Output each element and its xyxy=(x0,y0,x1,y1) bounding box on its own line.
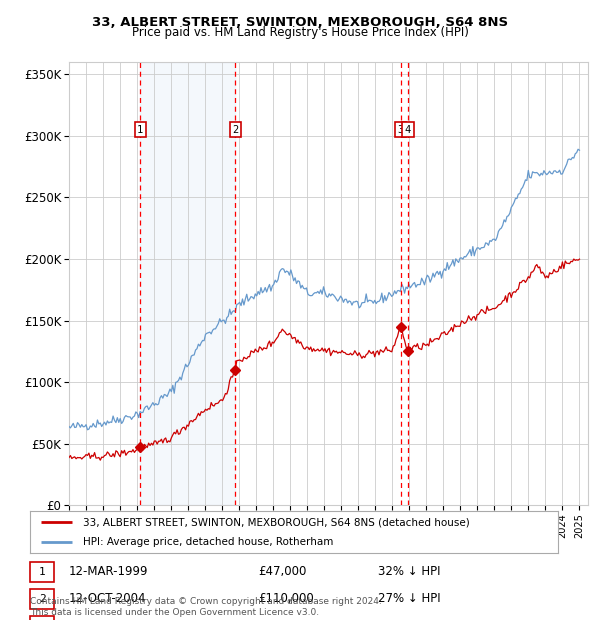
Bar xyxy=(140,62,235,505)
Text: 33, ALBERT STREET, SWINTON, MEXBOROUGH, S64 8NS: 33, ALBERT STREET, SWINTON, MEXBOROUGH, … xyxy=(92,16,508,29)
Text: 12-OCT-2004: 12-OCT-2004 xyxy=(69,593,146,605)
Text: Contains HM Land Registry data © Crown copyright and database right 2024.
This d: Contains HM Land Registry data © Crown c… xyxy=(30,598,382,617)
Text: HPI: Average price, detached house, Rotherham: HPI: Average price, detached house, Roth… xyxy=(83,537,333,547)
Text: 12-MAR-1999: 12-MAR-1999 xyxy=(69,565,149,578)
Text: 4: 4 xyxy=(405,125,411,135)
Text: 1: 1 xyxy=(137,125,143,135)
Text: 33, ALBERT STREET, SWINTON, MEXBOROUGH, S64 8NS (detached house): 33, ALBERT STREET, SWINTON, MEXBOROUGH, … xyxy=(83,517,470,527)
Text: £47,000: £47,000 xyxy=(258,565,307,578)
Text: 2: 2 xyxy=(232,125,239,135)
Text: 3: 3 xyxy=(398,125,404,135)
Text: Price paid vs. HM Land Registry's House Price Index (HPI): Price paid vs. HM Land Registry's House … xyxy=(131,26,469,39)
Text: 1: 1 xyxy=(38,567,46,577)
Text: 32% ↓ HPI: 32% ↓ HPI xyxy=(378,565,440,578)
Text: 2: 2 xyxy=(38,594,46,604)
Text: £110,000: £110,000 xyxy=(258,593,314,605)
Text: 27% ↓ HPI: 27% ↓ HPI xyxy=(378,593,440,605)
